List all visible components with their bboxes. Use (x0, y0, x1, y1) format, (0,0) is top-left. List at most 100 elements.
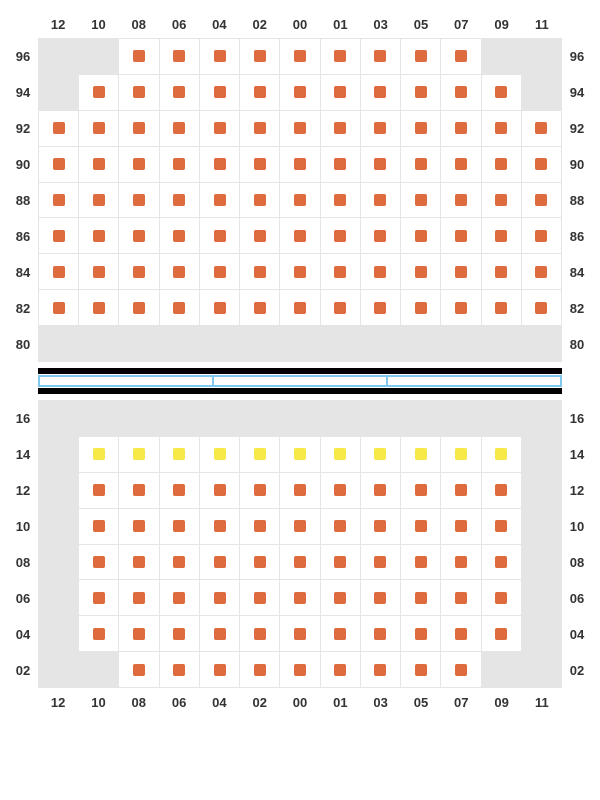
seat-cell[interactable] (361, 580, 400, 615)
seat-cell[interactable] (160, 545, 199, 580)
seat-cell[interactable] (280, 652, 319, 687)
seat-cell[interactable] (200, 111, 239, 146)
seat-cell[interactable] (280, 147, 319, 182)
seat-cell[interactable] (39, 218, 78, 253)
seat-cell[interactable] (401, 218, 440, 253)
seat-cell[interactable] (401, 580, 440, 615)
seat-cell[interactable] (401, 473, 440, 508)
seat-cell[interactable] (522, 290, 561, 325)
seat-cell[interactable] (160, 147, 199, 182)
seat-cell[interactable] (79, 147, 118, 182)
seat-cell[interactable] (522, 147, 561, 182)
seat-cell[interactable] (39, 111, 78, 146)
seat-cell[interactable] (361, 39, 400, 74)
seat-cell[interactable] (482, 111, 521, 146)
seat-cell[interactable] (200, 509, 239, 544)
seat-cell[interactable] (361, 111, 400, 146)
seat-cell[interactable] (79, 473, 118, 508)
seat-cell[interactable] (160, 111, 199, 146)
seat-cell[interactable] (280, 509, 319, 544)
seat-cell[interactable] (240, 545, 279, 580)
seat-cell[interactable] (401, 652, 440, 687)
seat-cell[interactable] (240, 580, 279, 615)
seat-cell[interactable] (441, 290, 480, 325)
seat-cell[interactable] (321, 39, 360, 74)
seat-cell[interactable] (160, 183, 199, 218)
seat-cell[interactable] (119, 473, 158, 508)
seat-cell[interactable] (240, 437, 279, 472)
seat-cell[interactable] (79, 545, 118, 580)
seat-cell[interactable] (321, 183, 360, 218)
seat-cell[interactable] (482, 545, 521, 580)
seat-cell[interactable] (39, 147, 78, 182)
seat-cell[interactable] (401, 437, 440, 472)
seat-cell[interactable] (361, 183, 400, 218)
seat-cell[interactable] (119, 509, 158, 544)
seat-cell[interactable] (401, 111, 440, 146)
seat-cell[interactable] (160, 290, 199, 325)
seat-cell[interactable] (240, 75, 279, 110)
seat-cell[interactable] (79, 111, 118, 146)
seat-cell[interactable] (441, 218, 480, 253)
seat-cell[interactable] (321, 652, 360, 687)
seat-cell[interactable] (482, 183, 521, 218)
seat-cell[interactable] (119, 39, 158, 74)
seat-cell[interactable] (119, 147, 158, 182)
seat-cell[interactable] (441, 509, 480, 544)
seat-cell[interactable] (441, 183, 480, 218)
seat-cell[interactable] (79, 254, 118, 289)
seat-cell[interactable] (441, 147, 480, 182)
seat-cell[interactable] (79, 616, 118, 651)
seat-cell[interactable] (240, 111, 279, 146)
seat-cell[interactable] (321, 580, 360, 615)
seat-cell[interactable] (280, 545, 319, 580)
seat-cell[interactable] (482, 254, 521, 289)
seat-cell[interactable] (441, 473, 480, 508)
seat-cell[interactable] (361, 473, 400, 508)
seat-cell[interactable] (361, 509, 400, 544)
seat-cell[interactable] (321, 290, 360, 325)
seat-cell[interactable] (441, 254, 480, 289)
seat-cell[interactable] (119, 616, 158, 651)
seat-cell[interactable] (280, 111, 319, 146)
seat-cell[interactable] (361, 652, 400, 687)
seat-cell[interactable] (482, 290, 521, 325)
seat-cell[interactable] (200, 545, 239, 580)
seat-cell[interactable] (79, 290, 118, 325)
seat-cell[interactable] (321, 147, 360, 182)
seat-cell[interactable] (160, 254, 199, 289)
seat-cell[interactable] (79, 218, 118, 253)
seat-cell[interactable] (361, 254, 400, 289)
seat-cell[interactable] (482, 616, 521, 651)
seat-cell[interactable] (321, 218, 360, 253)
seat-cell[interactable] (280, 218, 319, 253)
seat-cell[interactable] (200, 254, 239, 289)
seat-cell[interactable] (280, 616, 319, 651)
seat-cell[interactable] (200, 147, 239, 182)
seat-cell[interactable] (361, 218, 400, 253)
seat-cell[interactable] (200, 616, 239, 651)
seat-cell[interactable] (482, 218, 521, 253)
seat-cell[interactable] (482, 437, 521, 472)
seat-cell[interactable] (119, 111, 158, 146)
seat-cell[interactable] (280, 437, 319, 472)
seat-cell[interactable] (401, 616, 440, 651)
seat-cell[interactable] (321, 254, 360, 289)
seat-cell[interactable] (160, 580, 199, 615)
seat-cell[interactable] (321, 545, 360, 580)
seat-cell[interactable] (240, 39, 279, 74)
seat-cell[interactable] (280, 290, 319, 325)
seat-cell[interactable] (160, 616, 199, 651)
seat-cell[interactable] (119, 545, 158, 580)
seat-cell[interactable] (200, 290, 239, 325)
seat-cell[interactable] (401, 183, 440, 218)
seat-cell[interactable] (119, 290, 158, 325)
seat-cell[interactable] (321, 75, 360, 110)
seat-cell[interactable] (441, 545, 480, 580)
seat-cell[interactable] (200, 437, 239, 472)
seat-cell[interactable] (361, 616, 400, 651)
seat-cell[interactable] (361, 545, 400, 580)
seat-cell[interactable] (280, 75, 319, 110)
seat-cell[interactable] (240, 183, 279, 218)
seat-cell[interactable] (361, 75, 400, 110)
